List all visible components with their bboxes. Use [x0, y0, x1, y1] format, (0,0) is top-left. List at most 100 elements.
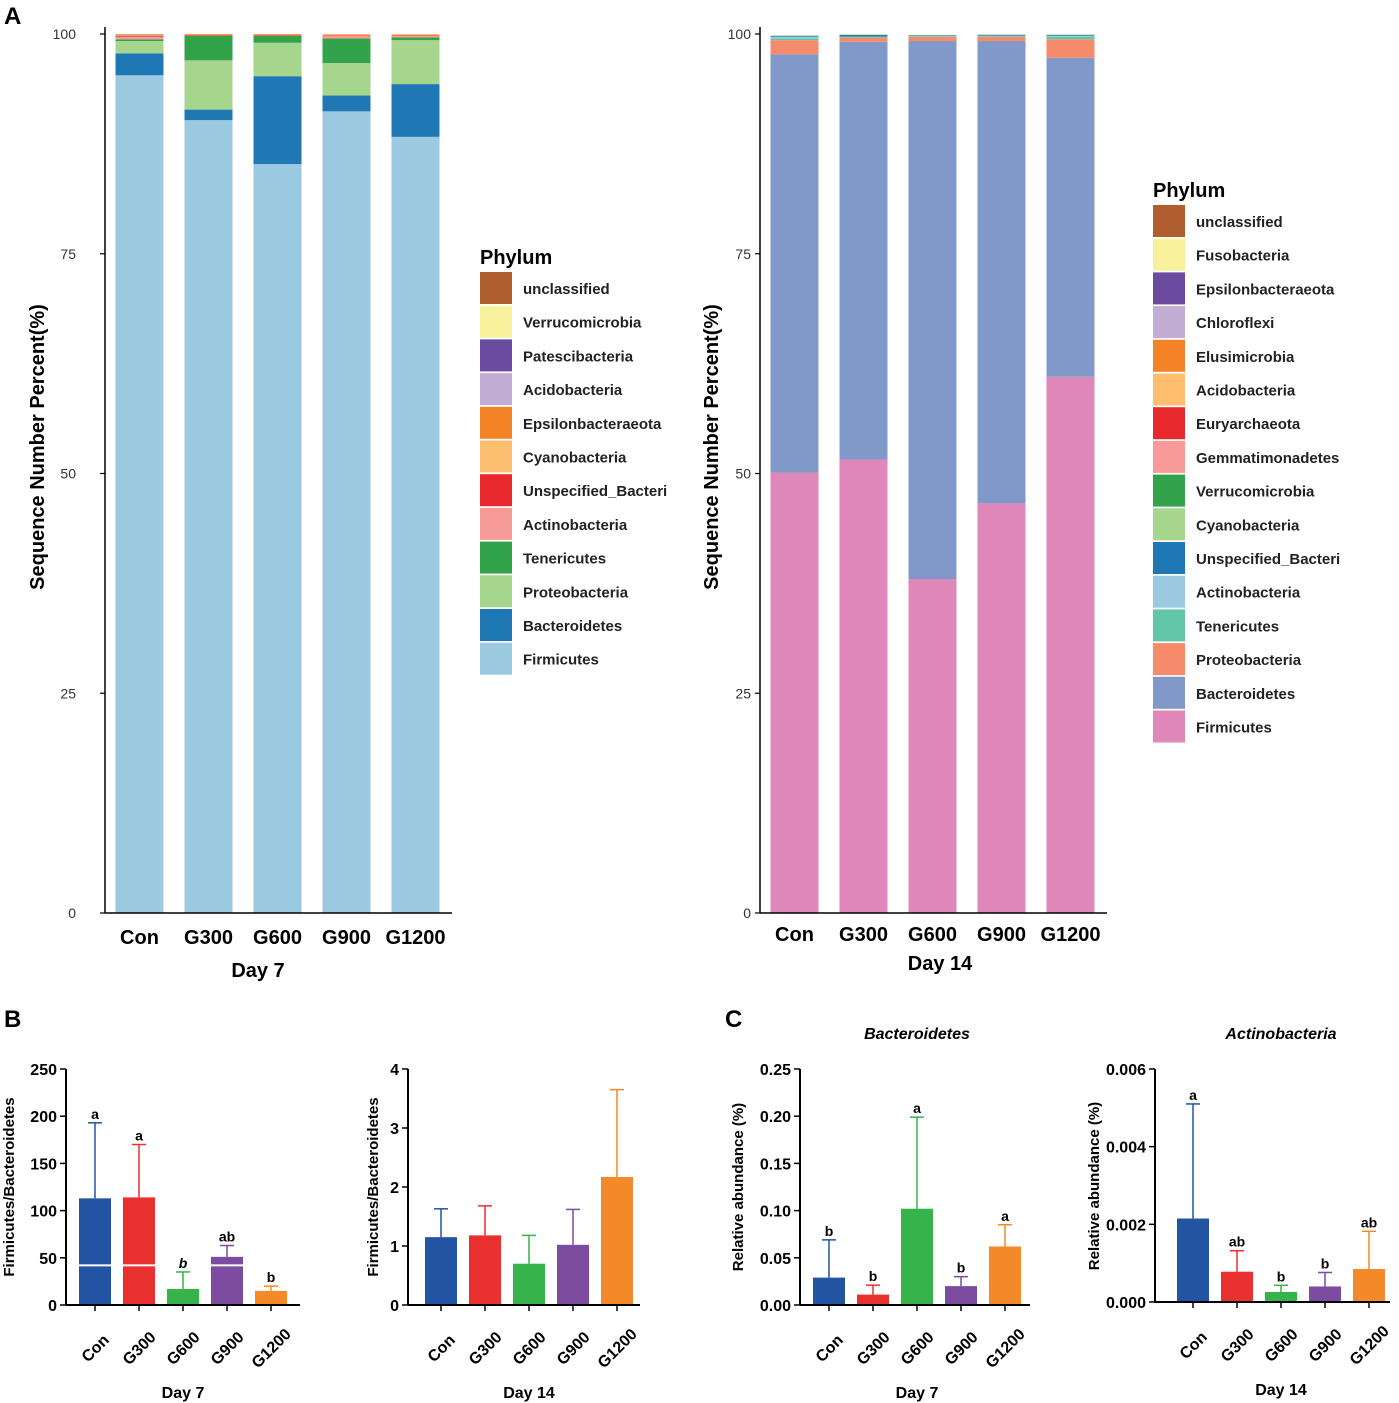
bar-segment-G1200-Unspecified_Bacteri [391, 35, 440, 36]
legend-swatch-Unspecified_Bacteri [1153, 542, 1185, 574]
significance-label: ab [1229, 1234, 1245, 1250]
bar-segment-G600-Actinobacteria [908, 35, 957, 37]
bar-G1200 [1353, 1268, 1385, 1302]
y-tick-label: 0.20 [760, 1109, 791, 1126]
bar-Con [425, 1237, 457, 1305]
x-tick-label: G900 [322, 927, 371, 949]
x-tick-label: G600 [510, 1329, 550, 1369]
x-tick-label: G300 [854, 1329, 894, 1369]
chart-C2: Actinobacteria a Con ab G300 b G600 b G900 ab G120… [1086, 1026, 1393, 1399]
legend-label: Epsilonbacteraeota [1196, 281, 1335, 298]
y-axis-title: Sequence Number Percent(%) [27, 304, 49, 590]
x-axis-title: Day 14 [908, 953, 973, 975]
y-tick-label: 50 [735, 466, 751, 482]
legend-swatch-Proteobacteria [1153, 643, 1185, 676]
legend-label: Actinobacteria [1196, 585, 1301, 602]
legend-swatch-unclassified [1153, 205, 1185, 237]
bar-segment-G300-Bacteroidetes [839, 41, 888, 460]
bar-Con [813, 1277, 845, 1305]
bar-segment-G600-Unspecified_Bacteri [253, 34, 302, 36]
y-tick-label: 25 [60, 685, 76, 701]
chart-A2: Con G300 G600 G900 G1200 0 25 50 75 100 Day 14 Sequ… [701, 26, 1340, 975]
bar-G900 [1309, 1286, 1341, 1302]
y-tick-label: 0.004 [1106, 1140, 1146, 1157]
bar-G300 [123, 1197, 155, 1305]
legend-swatch-Cyanobacteria [480, 440, 512, 473]
bar-segment-G1200-Actinobacteria [391, 35, 440, 38]
legend-swatch-Acidobacteria [1153, 373, 1185, 406]
y-tick-label: 25 [735, 685, 751, 701]
y-tick-label: 75 [735, 246, 751, 262]
bar-segment-G1200-Bacteroidetes [391, 84, 440, 137]
significance-label: a [135, 1128, 143, 1144]
x-tick-label: G1200 [983, 1326, 1029, 1372]
legend-swatch-Actinobacteria [1153, 575, 1185, 608]
bar-segment-G900-Firmicutes [977, 503, 1026, 913]
legend-title: Phylum [1153, 180, 1225, 202]
x-tick-label: G300 [466, 1329, 506, 1369]
x-tick-label: G600 [253, 927, 302, 949]
bar-segment-G1200-Tenericutes [391, 37, 440, 41]
legend-label: Actinobacteria [523, 517, 628, 534]
y-tick-label: 0.006 [1106, 1062, 1146, 1079]
y-tick-label: 0 [390, 1298, 399, 1315]
bar-segment-Con-Tenericutes [770, 38, 819, 41]
bar-G600 [1265, 1291, 1297, 1302]
x-tick-label: G300 [839, 924, 888, 946]
y-tick-label: 4 [390, 1062, 399, 1079]
significance-label: b [267, 1269, 276, 1285]
bar-segment-G900-Actinobacteria [322, 35, 371, 39]
y-tick-label: 1 [390, 1239, 399, 1256]
y-tick-label: 2 [390, 1180, 399, 1197]
significance-label: b [179, 1255, 188, 1271]
bar-segment-Con-unclassified [115, 34, 164, 36]
x-tick-label: Con [79, 1332, 113, 1366]
bar-segment-G600-Tenericutes [253, 35, 302, 43]
significance-label: a [913, 1100, 921, 1116]
bar-G300 [469, 1235, 501, 1305]
bar-segment-G900-Tenericutes [977, 36, 1026, 37]
x-tick-label: G900 [1306, 1326, 1346, 1366]
legend-label: Patescibacteria [523, 348, 634, 365]
legend-swatch-Proteobacteria [480, 575, 512, 608]
legend-swatch-Euryarchaeota [1153, 407, 1185, 440]
bar-segment-G600-Cyanobacteria [253, 34, 302, 36]
x-tick-label: Con [775, 924, 814, 946]
bar-break-Con [78, 1264, 112, 1267]
bar-segment-Con-Proteobacteria [115, 41, 164, 54]
bar-segment-G900-Bacteroidetes [977, 41, 1026, 504]
bar-segment-Con-Bacteroidetes [770, 54, 819, 473]
legend-label: Elusimicrobia [1196, 349, 1295, 366]
x-tick-label: G900 [554, 1329, 594, 1369]
y-tick-label: 0.05 [760, 1251, 791, 1268]
bar-segment-G1200-Cyanobacteria [391, 34, 440, 36]
bar-break-G900 [210, 1264, 244, 1267]
bar-segment-Con-Unspecified_Bacteri [115, 35, 164, 37]
bar-segment-G900-Firmicutes [322, 111, 371, 914]
bar-segment-G1200-Unspecified_Bacteri [1046, 34, 1095, 36]
y-axis-title: Sequence Number Percent(%) [701, 304, 723, 590]
x-tick-label: G600 [1262, 1326, 1302, 1366]
significance-label: ab [219, 1229, 235, 1245]
bar-segment-G300-Unspecified_Bacteri [184, 34, 233, 36]
legend-label: Proteobacteria [1196, 652, 1302, 669]
chart-title: Bacteroidetes [864, 1026, 970, 1043]
legend-label: Bacteroidetes [1196, 686, 1295, 703]
x-tick-label: G1200 [249, 1326, 295, 1372]
x-axis-title: Day 7 [231, 960, 284, 982]
bar-segment-G600-Bacteroidetes [908, 41, 957, 579]
bar-segment-G1200-Firmicutes [1046, 376, 1095, 913]
chart-title: Actinobacteria [1224, 1026, 1336, 1043]
y-tick-label: 0.000 [1106, 1295, 1146, 1312]
panel-label-b: B [4, 1006, 21, 1033]
bar-segment-G300-Proteobacteria [184, 60, 233, 110]
legend-swatch-Elusimicrobia [1153, 339, 1185, 372]
legend-swatch-Gemmatimonadetes [1153, 440, 1185, 473]
y-tick-label: 0.002 [1106, 1217, 1146, 1234]
legend-swatch-Unspecified_Bacteri [480, 474, 512, 507]
significance-label: a [91, 1106, 99, 1122]
x-tick-label: G1200 [385, 927, 445, 949]
bar-G300 [857, 1294, 889, 1305]
bar-segment-G1200-Proteobacteria [391, 40, 440, 85]
bar-segment-G300-Cyanobacteria [839, 34, 888, 36]
